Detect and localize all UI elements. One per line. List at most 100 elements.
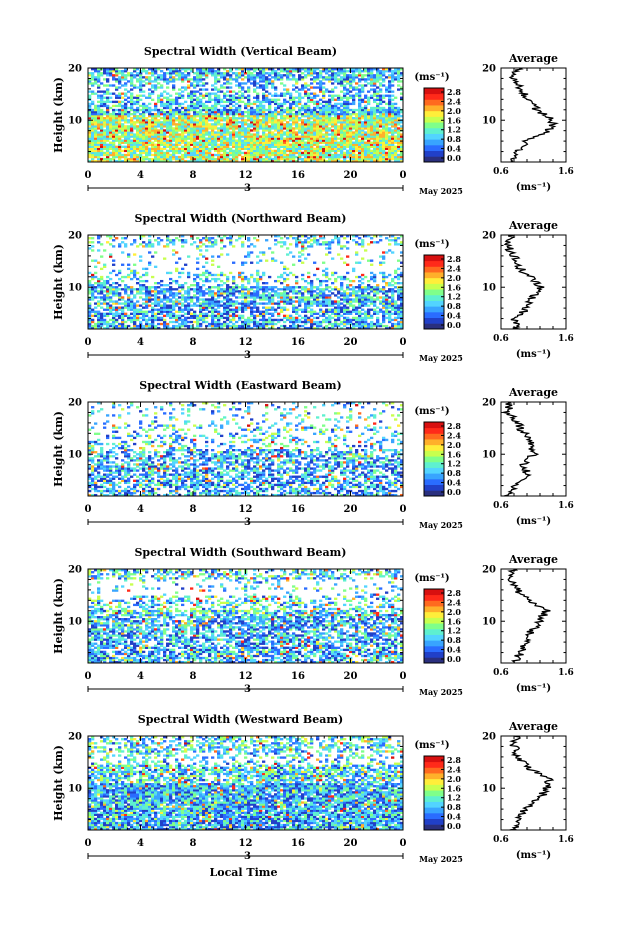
heatmap-cell: [244, 119, 248, 122]
heatmap-cell: [232, 292, 236, 295]
heatmap-cell: [103, 151, 107, 155]
heatmap-cell: [391, 125, 395, 128]
heatmap-cell: [331, 82, 335, 85]
heatmap-cell: [205, 137, 209, 140]
heatmap-cell: [127, 145, 131, 148]
heatmap-cell: [202, 265, 206, 268]
heatmap-cell: [184, 135, 188, 138]
heatmap-cell: [142, 267, 146, 271]
heatmap-cell: [208, 294, 212, 297]
heatmap-cell: [169, 117, 173, 120]
heatmap-cell: [349, 151, 353, 155]
heatmap-cell: [301, 96, 305, 99]
heatmap-cell: [133, 157, 137, 161]
heatmap-cell: [175, 125, 179, 128]
heatmap-cell: [211, 308, 215, 311]
heatmap-cell: [175, 92, 179, 95]
heatmap-cell: [256, 96, 260, 99]
heatmap-cell: [154, 308, 158, 311]
heatmap-cell: [157, 282, 161, 285]
heatmap-cell: [307, 149, 311, 153]
heatmap-cell: [382, 78, 386, 81]
heatmap-cell: [301, 121, 305, 124]
heatmap-cell: [355, 123, 359, 126]
heatmap-cell: [184, 127, 188, 130]
heatmap-cell: [346, 90, 350, 93]
heatmap-cell: [358, 125, 362, 128]
heatmap-cell: [289, 78, 293, 81]
heatmap-cell: [136, 314, 140, 318]
heatmap-cell: [142, 127, 146, 130]
heatmap-cell: [328, 102, 332, 106]
heatmap-cell: [211, 322, 215, 326]
heatmap-cell: [205, 74, 209, 77]
heatmap-cell: [280, 70, 284, 73]
heatmap-cell: [295, 104, 299, 108]
heatmap-cell: [286, 106, 290, 110]
heatmap-cell: [259, 143, 263, 146]
heatmap-cell: [307, 92, 311, 95]
heatmap-cell: [160, 290, 164, 293]
heatmap-cell: [139, 137, 143, 140]
heatmap-cell: [391, 70, 395, 73]
heatmap-cell: [292, 151, 296, 155]
heatmap-cell: [214, 147, 218, 151]
heatmap-cell: [190, 141, 194, 144]
heatmap-cell: [334, 141, 338, 144]
heatmap-cell: [145, 243, 149, 246]
heatmap-cell: [289, 155, 293, 159]
heatmap-cell: [196, 292, 200, 295]
heatmap-cell: [244, 139, 248, 142]
heatmap-cell: [169, 76, 173, 79]
heatmap-cell: [124, 292, 128, 295]
heatmap-cell: [280, 129, 284, 132]
heatmap-cell: [319, 125, 323, 128]
heatmap-cell: [190, 304, 194, 307]
heatmap-cell: [184, 125, 188, 128]
heatmap-cell: [385, 88, 389, 91]
heatmap-cell: [298, 131, 302, 134]
heatmap-cell: [346, 115, 350, 118]
heatmap-cell: [115, 155, 119, 159]
heatmap-cell: [148, 139, 152, 142]
heatmap-cell: [211, 115, 215, 118]
heatmap-cell: [373, 82, 377, 85]
heatmap-cell: [130, 145, 134, 148]
heatmap-cell: [199, 241, 203, 244]
heatmap-cell: [124, 129, 128, 132]
heatmap-cell: [133, 76, 137, 79]
heatmap-cell: [193, 241, 197, 244]
heatmap-cell: [223, 141, 227, 144]
heatmap-cell: [166, 149, 170, 153]
heatmap-cell: [259, 76, 263, 79]
heatmap-cell: [376, 159, 380, 163]
heatmap-cell: [289, 133, 293, 136]
heatmap-cell: [337, 159, 341, 163]
heatmap-cell: [232, 151, 236, 155]
heatmap-cell: [91, 308, 95, 311]
heatmap-cell: [205, 261, 209, 264]
heatmap-cell: [331, 96, 335, 99]
heatmap-cell: [250, 157, 254, 161]
heatmap-cell: [112, 153, 116, 157]
heatmap-cell: [250, 139, 254, 142]
heatmap-cell: [124, 102, 128, 106]
heatmap-cell: [331, 72, 335, 75]
heatmap-cell: [313, 157, 317, 161]
heatmap-cell: [175, 298, 179, 301]
heatmap-cell: [247, 127, 251, 130]
heatmap-cell: [304, 90, 308, 93]
heatmap-cell: [184, 112, 188, 116]
heatmap-cell: [328, 147, 332, 151]
heatmap-cell: [247, 100, 251, 104]
heatmap-cell: [364, 70, 368, 73]
heatmap-cell: [211, 131, 215, 134]
heatmap-cell: [319, 88, 323, 91]
heatmap-cell: [310, 96, 314, 99]
heatmap-cell: [226, 127, 230, 130]
heatmap-cell: [316, 137, 320, 140]
heatmap-cell: [139, 76, 143, 79]
heatmap-cell: [88, 104, 92, 108]
heatmap-cell: [166, 135, 170, 138]
heatmap-cell: [400, 145, 404, 148]
